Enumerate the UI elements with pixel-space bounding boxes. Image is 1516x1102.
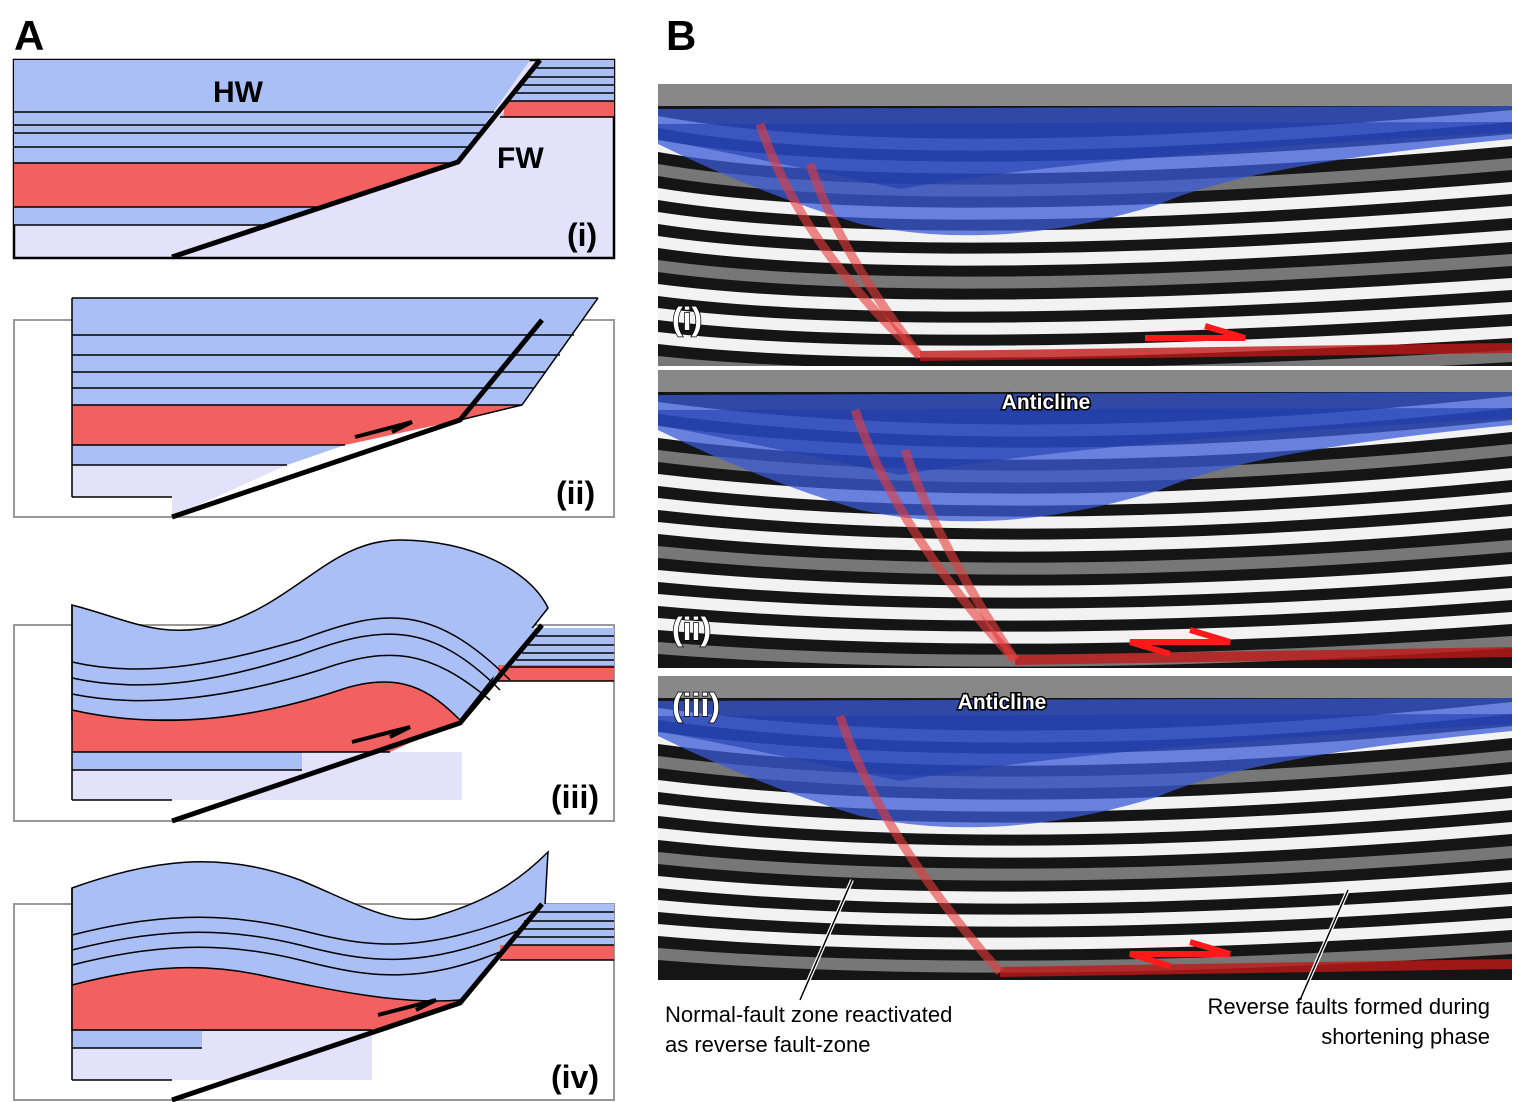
panel-label: A	[14, 12, 44, 59]
photo-detail	[658, 714, 1512, 781]
anticline-label: Anticline	[1002, 391, 1091, 414]
photo-detail	[658, 894, 1512, 927]
photo-detail	[658, 870, 1512, 904]
stage-label: (ii)	[672, 611, 711, 647]
photo-detail	[658, 230, 1512, 266]
photo-detail	[658, 540, 1512, 575]
photo-detail	[1129, 639, 1230, 657]
photo-detail	[658, 370, 1512, 392]
photo-detail	[658, 822, 1512, 858]
photo-detail	[658, 350, 1512, 366]
photo-detail	[1129, 951, 1230, 969]
photo-detail	[850, 408, 1019, 664]
photo-panels	[658, 84, 1512, 980]
photo-detail	[658, 84, 1512, 106]
stage-label: (i)	[567, 217, 597, 253]
photo-detail	[658, 612, 1512, 644]
panel-label: B	[666, 12, 696, 59]
photo-detail	[658, 846, 1512, 881]
photo-detail	[835, 714, 1004, 975]
stage-label: (ii)	[556, 475, 595, 511]
photo-detail	[999, 959, 1512, 977]
annotation: Reverse faults formed during	[1208, 994, 1490, 1019]
stage-label: (iii)	[551, 779, 599, 815]
stage-ii	[13, 297, 615, 520]
hanging-wall-label: HW	[213, 76, 264, 109]
photo-detail	[900, 448, 1019, 663]
photo-detail	[658, 516, 1512, 552]
photo-detail	[805, 162, 924, 359]
photo-detail	[658, 588, 1512, 621]
photo-detail	[658, 206, 1512, 243]
photo-detail	[658, 798, 1512, 835]
stage-iv	[13, 850, 615, 1102]
photo-detail	[658, 370, 1512, 667]
photo-detail	[919, 343, 1512, 361]
photo-detail	[755, 122, 924, 360]
photo-detail	[658, 84, 1512, 366]
footwall-label: FW	[497, 142, 544, 175]
stage-label: (iv)	[551, 1059, 599, 1095]
stage-label: (i)	[672, 301, 702, 337]
photo-detail	[658, 122, 1512, 189]
photo-detail	[658, 564, 1512, 598]
photo-detail	[658, 492, 1512, 529]
photo-detail	[658, 326, 1512, 358]
stage-iii	[13, 539, 615, 824]
photo-detail	[658, 676, 1512, 698]
photo-detail	[658, 918, 1512, 950]
annotation: shortening phase	[1321, 1024, 1490, 1049]
annotation: as reverse fault-zone	[665, 1032, 870, 1057]
stage-label: (iii)	[672, 687, 720, 723]
anticline-label: Anticline	[958, 691, 1047, 714]
annotation: Normal-fault zone reactivated	[665, 1002, 952, 1027]
stage-i	[12, 58, 616, 260]
photo-detail	[1145, 323, 1246, 341]
photo-detail	[658, 676, 1512, 977]
photo-detail	[658, 302, 1512, 335]
photo-detail	[1014, 647, 1512, 665]
